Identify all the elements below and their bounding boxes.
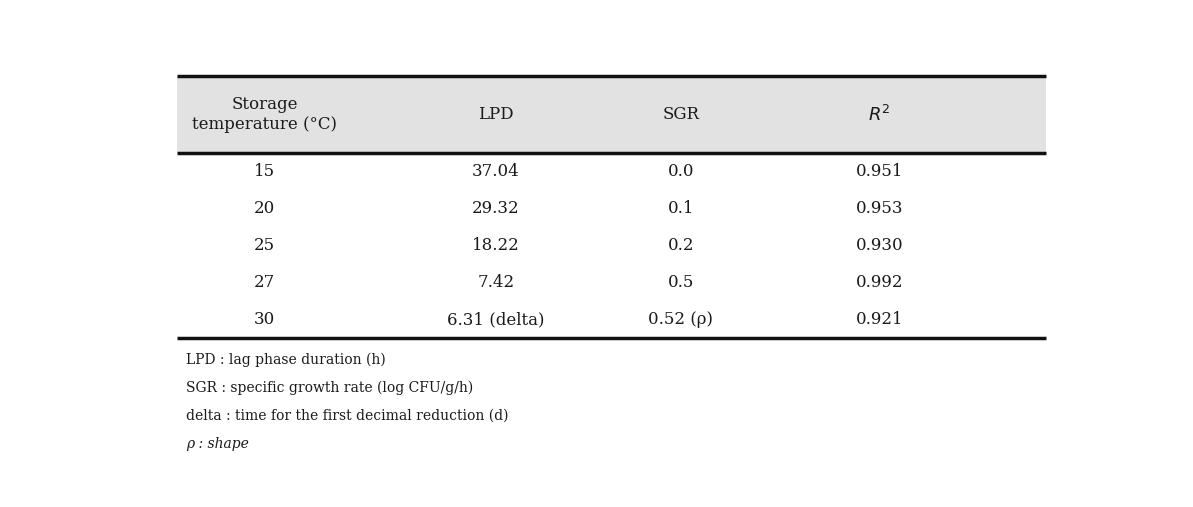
Text: 0.951: 0.951 <box>855 163 903 179</box>
Text: 18.22: 18.22 <box>472 237 520 254</box>
Text: 0.1: 0.1 <box>668 200 694 216</box>
Text: 30: 30 <box>254 311 276 328</box>
Bar <box>177 77 1046 153</box>
Text: 0.2: 0.2 <box>668 237 694 254</box>
Text: 6.31 (delta): 6.31 (delta) <box>447 311 544 328</box>
Text: ρ : shape: ρ : shape <box>186 437 249 451</box>
Text: 25: 25 <box>254 237 276 254</box>
Text: 20: 20 <box>254 200 276 216</box>
Text: SGR: SGR <box>662 106 699 123</box>
Text: SGR : specific growth rate (log CFU/g/h): SGR : specific growth rate (log CFU/g/h) <box>186 381 474 395</box>
Text: 0.930: 0.930 <box>855 237 903 254</box>
Text: 29.32: 29.32 <box>472 200 520 216</box>
Text: 27: 27 <box>254 274 276 291</box>
Text: $\mathit{R}^2$: $\mathit{R}^2$ <box>869 104 891 125</box>
Text: 37.04: 37.04 <box>472 163 520 179</box>
Text: 0.992: 0.992 <box>855 274 903 291</box>
Text: 7.42: 7.42 <box>477 274 514 291</box>
Text: LPD: LPD <box>478 106 514 123</box>
Text: 15: 15 <box>254 163 276 179</box>
Text: 0.5: 0.5 <box>668 274 694 291</box>
Text: 0.921: 0.921 <box>855 311 903 328</box>
Text: 0.52 (ρ): 0.52 (ρ) <box>648 311 713 328</box>
Text: LPD : lag phase duration (h): LPD : lag phase duration (h) <box>186 353 385 367</box>
Text: delta : time for the first decimal reduction (d): delta : time for the first decimal reduc… <box>186 409 508 423</box>
Text: 0.953: 0.953 <box>855 200 903 216</box>
Text: 0.0: 0.0 <box>668 163 694 179</box>
Text: Storage
temperature (°C): Storage temperature (°C) <box>192 96 338 133</box>
